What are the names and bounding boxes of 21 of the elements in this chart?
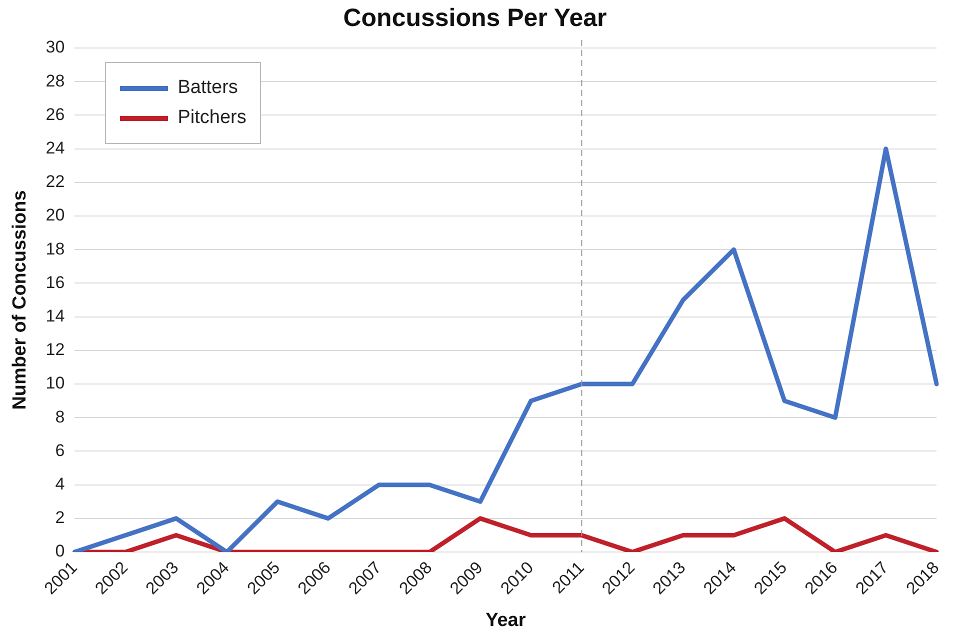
- x-axis-title: Year: [486, 610, 526, 631]
- y-tick-label: 20: [46, 206, 65, 225]
- y-tick-label: 4: [55, 474, 65, 494]
- y-tick-label: 6: [55, 440, 65, 460]
- y-tick-label: 10: [46, 374, 65, 393]
- y-tick-label: 12: [46, 340, 65, 360]
- y-tick-label: 30: [46, 38, 65, 57]
- y-tick-label: 16: [46, 272, 65, 292]
- y-tick-label: 24: [46, 138, 65, 158]
- legend-label: Batters: [178, 77, 238, 99]
- y-tick-label: 22: [46, 172, 65, 192]
- y-tick-label: 8: [55, 407, 65, 426]
- y-tick-label: 0: [55, 542, 65, 561]
- legend-label: Pitchers: [178, 107, 246, 129]
- chart-title: Concussions Per Year: [343, 4, 608, 32]
- y-tick-label: 26: [46, 104, 65, 124]
- y-tick-label: 18: [46, 239, 65, 258]
- y-tick-label: 2: [55, 508, 65, 528]
- y-tick-label: 28: [46, 71, 65, 90]
- y-tick-label: 14: [46, 306, 65, 326]
- y-axis-title: Number of Concussions: [10, 190, 31, 410]
